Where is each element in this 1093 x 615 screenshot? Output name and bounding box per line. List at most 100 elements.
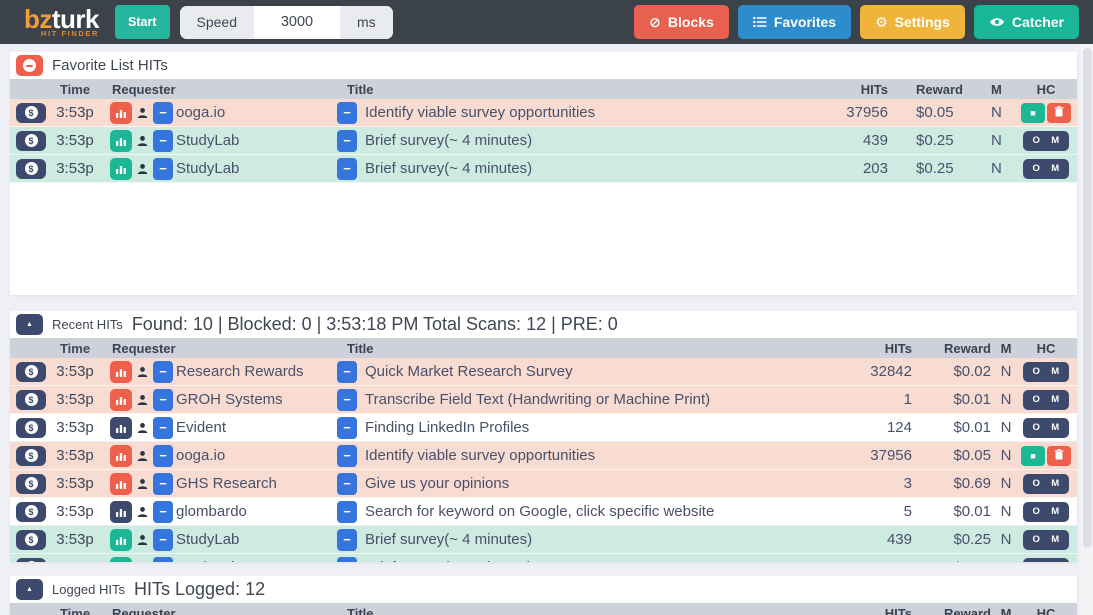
app-logo-text: bzturk	[24, 6, 100, 32]
hit-title[interactable]: Brief survey(~ 4 minutes)	[365, 559, 532, 562]
requester-stats-button[interactable]	[110, 416, 132, 439]
requester-name[interactable]: ooga.io	[176, 104, 226, 121]
hit-title[interactable]: Identify viable survey opportunities	[365, 104, 596, 121]
requester-stats-button[interactable]	[110, 556, 132, 562]
block-requester-button[interactable]: −	[153, 556, 173, 562]
requester-stats-button[interactable]	[110, 444, 132, 467]
hit-reward-info-button[interactable]: $	[16, 158, 46, 179]
hit-title[interactable]: Transcribe Field Text (Handwriting or Ma…	[365, 391, 711, 408]
block-requester-button[interactable]: −	[153, 444, 173, 467]
block-title-button[interactable]: −	[337, 129, 357, 152]
requester-stats-button[interactable]	[110, 472, 132, 495]
open-mturk-buttons[interactable]: OM	[1022, 557, 1070, 562]
requester-stats-button[interactable]	[110, 157, 132, 180]
favorites-button[interactable]: Favorites	[737, 5, 852, 39]
hit-reward-info-button[interactable]: $	[16, 417, 46, 438]
requester-name[interactable]: StudyLab	[176, 531, 240, 548]
requester-stats-button[interactable]	[110, 129, 132, 152]
settings-button[interactable]: ⚙ Settings	[860, 5, 965, 39]
person-icon	[137, 450, 148, 462]
requester-name[interactable]: StudyLab	[176, 132, 240, 149]
column-header-hc: HC	[1036, 340, 1056, 356]
favorites-empty-space	[10, 183, 1077, 295]
hit-reward-info-button[interactable]: $	[16, 445, 46, 466]
hit-title[interactable]: Finding LinkedIn Profiles	[365, 419, 530, 436]
collapse-recent-button[interactable]: ▲	[16, 314, 43, 335]
block-requester-button[interactable]: −	[153, 101, 173, 124]
block-requester-button[interactable]: −	[153, 416, 173, 439]
requester-stats-button[interactable]	[110, 528, 132, 551]
blocks-button[interactable]: ⊘ Blocks	[634, 5, 729, 39]
block-requester-button[interactable]: −	[153, 157, 173, 180]
hit-reward-info-button[interactable]: $	[16, 473, 46, 494]
hit-title[interactable]: Brief survey(~ 4 minutes)	[365, 132, 533, 149]
block-requester-button[interactable]: −	[153, 500, 173, 523]
speed-label: Speed	[179, 5, 254, 39]
stop-catch-button[interactable]: ■	[1021, 102, 1045, 123]
hit-title[interactable]: Brief survey(~ 4 minutes)	[365, 531, 533, 548]
block-requester-button[interactable]: −	[153, 528, 173, 551]
requester-stats-button[interactable]	[110, 388, 132, 411]
catcher-button[interactable]: Catcher	[973, 5, 1079, 39]
speed-input[interactable]	[253, 5, 340, 39]
requester-stats-button[interactable]	[110, 500, 132, 523]
person-icon	[137, 506, 148, 518]
block-title-button[interactable]: −	[337, 556, 357, 562]
requester-name[interactable]: glombardo	[176, 503, 247, 520]
hit-reward-info-button[interactable]: $	[16, 361, 46, 382]
hit-title[interactable]: Brief survey(~ 4 minutes)	[365, 160, 533, 177]
collapse-favorites-button[interactable]	[16, 55, 43, 76]
block-title-button[interactable]: −	[337, 157, 357, 180]
requester-name[interactable]: Evident	[176, 419, 227, 436]
hit-title[interactable]: Give us your opinions	[365, 475, 510, 492]
block-title-button[interactable]: −	[337, 444, 357, 467]
hit-title[interactable]: Search for keyword on Google, click spec…	[365, 503, 715, 520]
requester-name[interactable]: StudyLab	[176, 160, 240, 177]
block-requester-button[interactable]: −	[153, 388, 173, 411]
stop-catch-button[interactable]: ■	[1021, 445, 1045, 466]
block-requester-button[interactable]: −	[153, 472, 173, 495]
requester-name[interactable]: GROH Systems	[176, 391, 283, 408]
dollar-icon: $	[24, 393, 38, 406]
requester-name[interactable]: Research Rewards	[176, 363, 304, 380]
page-scrollbar-thumb[interactable]	[1082, 48, 1092, 548]
hit-reward-info-button[interactable]: $	[16, 501, 46, 522]
block-title-button[interactable]: −	[337, 500, 357, 523]
block-title-button[interactable]: −	[337, 388, 357, 411]
requester-name[interactable]: ooga.io	[176, 447, 226, 464]
requester-stats-button[interactable]	[110, 360, 132, 383]
hit-reward-info-button[interactable]: $	[16, 529, 46, 550]
block-requester-button[interactable]: −	[153, 129, 173, 152]
block-title-button[interactable]: −	[337, 472, 357, 495]
delete-button[interactable]	[1047, 102, 1071, 123]
block-title-button[interactable]: −	[337, 101, 357, 124]
start-button[interactable]: Start	[115, 5, 170, 39]
block-title-button[interactable]: −	[337, 360, 357, 383]
requester-stats-button[interactable]	[110, 101, 132, 124]
requester-name[interactable]: StudyLab	[176, 559, 239, 562]
block-requester-button[interactable]: −	[153, 360, 173, 383]
block-title-button[interactable]: −	[337, 416, 357, 439]
hit-reward-info-button[interactable]: $	[16, 130, 46, 151]
requester-name[interactable]: GHS Research	[176, 475, 277, 492]
hit-reward-info-button[interactable]: $	[16, 102, 46, 123]
dollar-icon: $	[24, 477, 38, 490]
hit-reward-info-button[interactable]: $	[16, 389, 46, 410]
block-title-button[interactable]: −	[337, 528, 357, 551]
masters-flag: N	[1000, 447, 1012, 464]
collapse-logged-button[interactable]: ▲	[16, 579, 43, 600]
delete-button[interactable]	[1047, 445, 1071, 466]
hit-title[interactable]: Identify viable survey opportunities	[365, 447, 596, 464]
page-scrollbar[interactable]	[1081, 44, 1093, 615]
hit-reward-info-button[interactable]: $	[16, 557, 46, 562]
hit-reward: $0.02	[953, 363, 991, 380]
hit-title[interactable]: Quick Market Research Survey	[365, 363, 573, 380]
